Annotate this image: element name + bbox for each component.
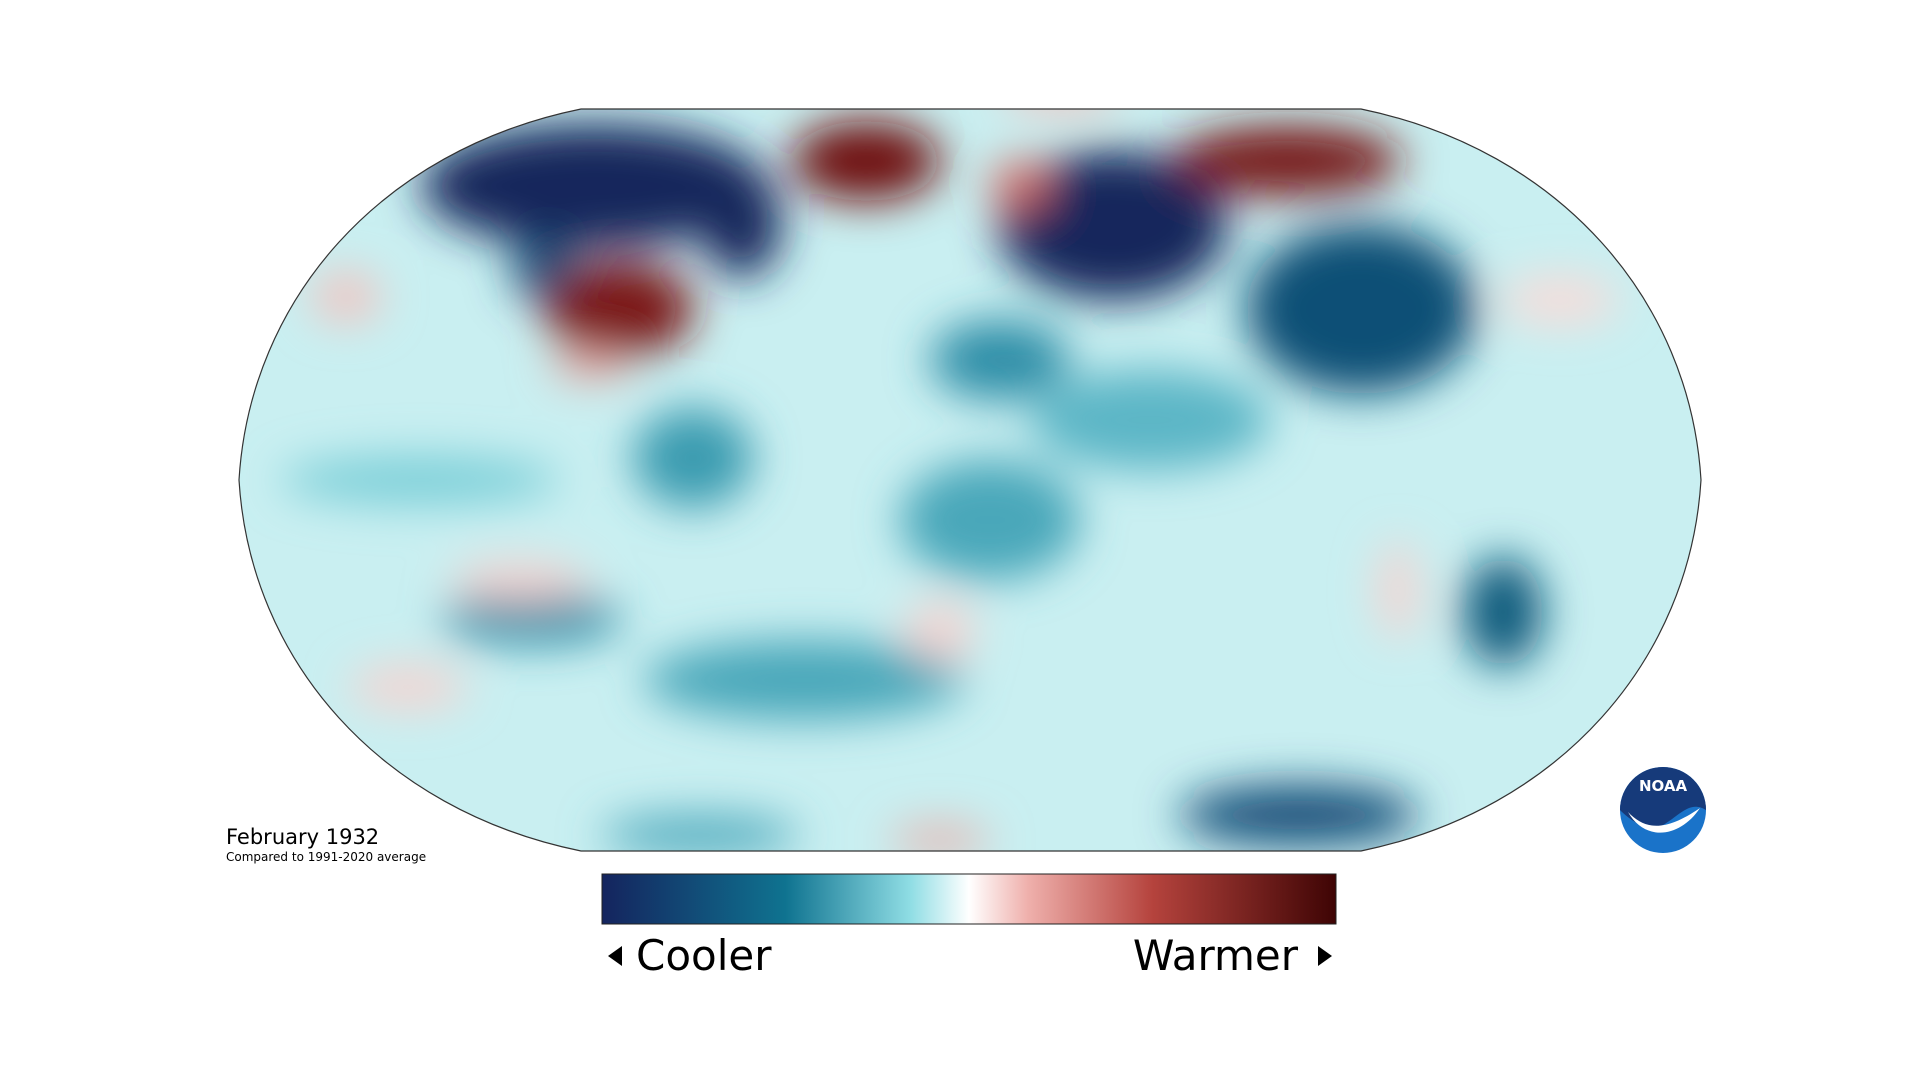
map-title: February 1932 [226,825,379,849]
map-subtitle: Compared to 1991-2020 average [226,850,426,864]
legend-high: Warmer [1133,931,1299,980]
color-bar [601,873,1337,925]
legend-low: Cooler [636,931,772,980]
arrow-left [608,946,622,966]
noaa-logo: NOAA [1620,767,1706,853]
logo-text: NOAA [1639,777,1688,795]
arrow-right [1318,946,1332,966]
map-outline [238,108,1702,852]
anomaly-map [239,109,1701,851]
